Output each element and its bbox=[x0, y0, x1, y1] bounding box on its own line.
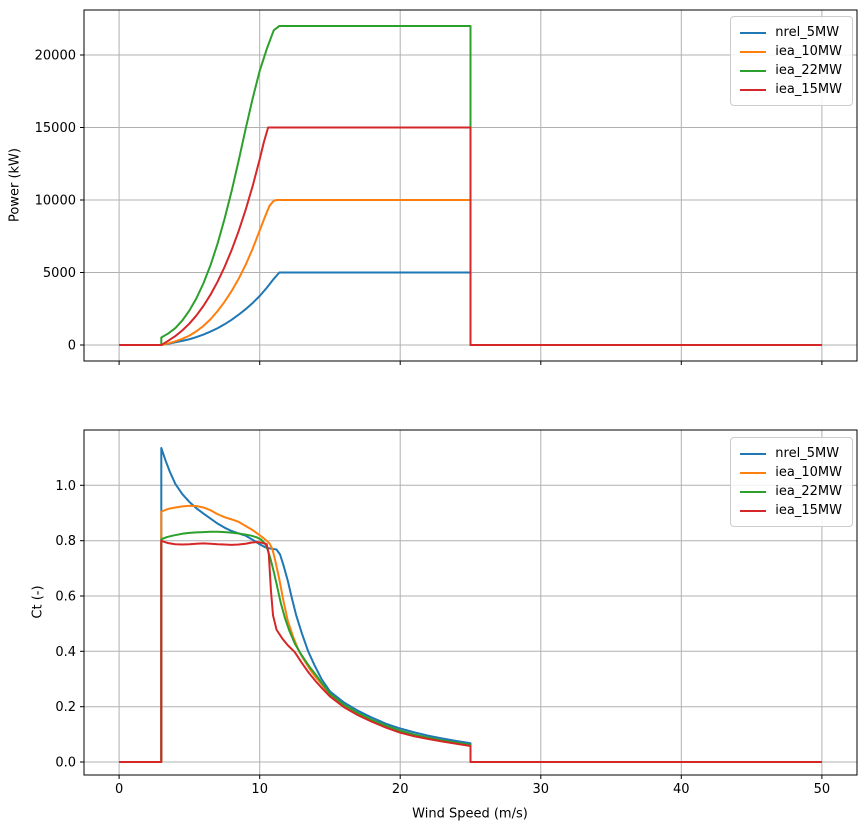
y-tick-label: 0.8 bbox=[55, 534, 76, 549]
x-tick-label: 40 bbox=[673, 782, 690, 797]
legend-entry-iea_10MW: iea_10MW bbox=[740, 463, 842, 482]
y-tick-label: 0.2 bbox=[55, 700, 76, 715]
series-line-iea_22MW bbox=[119, 24, 822, 347]
ct-y-axis-label: Ct (-) bbox=[30, 585, 46, 619]
x-tick-label: 30 bbox=[533, 782, 550, 797]
y-tick-label: 0.0 bbox=[55, 756, 76, 771]
wind-speed-x-axis-label: Wind Speed (m/s) bbox=[412, 806, 528, 822]
legend-line-swatch bbox=[740, 31, 767, 34]
legend-label: iea_22MW bbox=[775, 484, 842, 499]
power-y-axis-label: Power (kW) bbox=[7, 148, 23, 222]
series-line-iea_15MW bbox=[119, 126, 822, 347]
y-tick-label: 5000 bbox=[43, 266, 76, 281]
y-tick-label: 1.0 bbox=[55, 479, 76, 494]
x-tick-label: 0 bbox=[115, 782, 123, 797]
y-tick-label: 20000 bbox=[35, 49, 76, 64]
y-tick-label: 0 bbox=[68, 339, 76, 354]
legend-entry-iea_15MW: iea_15MW bbox=[740, 80, 842, 99]
legend-line-swatch bbox=[740, 50, 767, 53]
legend-label: iea_22MW bbox=[775, 63, 842, 78]
ct-chart-legend: nrel_5MW iea_10MW iea_22MW iea_15MW bbox=[730, 437, 853, 527]
y-tick-label: 0.6 bbox=[55, 590, 76, 605]
series-line-iea_10MW bbox=[119, 199, 822, 347]
series-line-iea_22MW bbox=[119, 530, 822, 763]
y-tick-label: 10000 bbox=[35, 194, 76, 209]
legend-line-swatch bbox=[740, 509, 767, 512]
series-line-nrel_5MW bbox=[119, 446, 822, 763]
legend-entry-nrel_5MW: nrel_5MW bbox=[740, 444, 842, 463]
legend-line-swatch bbox=[740, 88, 767, 91]
x-tick-label: 10 bbox=[251, 782, 268, 797]
y-tick-label: 15000 bbox=[35, 121, 76, 136]
axis-ticks bbox=[80, 484, 823, 779]
x-tick-label: 20 bbox=[392, 782, 409, 797]
legend-entry-iea_15MW: iea_15MW bbox=[740, 501, 842, 520]
legend-label: iea_10MW bbox=[775, 465, 842, 480]
axis-ticks bbox=[80, 54, 823, 365]
axes-spine bbox=[83, 9, 858, 362]
series-line-iea_15MW bbox=[119, 539, 822, 763]
y-tick-label: 0.4 bbox=[55, 645, 76, 660]
legend-entry-nrel_5MW: nrel_5MW bbox=[740, 23, 842, 42]
legend-line-swatch bbox=[740, 471, 767, 474]
legend-line-swatch bbox=[740, 452, 767, 455]
ct-chart: 0.0 0.2 0.4 0.6 0.8 1.0 0 10 20 30 40 50 bbox=[55, 429, 858, 797]
legend-label: iea_15MW bbox=[775, 82, 842, 97]
legend-line-swatch bbox=[740, 490, 767, 493]
legend-entry-iea_10MW: iea_10MW bbox=[740, 42, 842, 61]
legend-label: iea_15MW bbox=[775, 503, 842, 518]
series-line-nrel_5MW bbox=[119, 271, 822, 347]
legend-entry-iea_22MW: iea_22MW bbox=[740, 61, 842, 80]
legend-line-swatch bbox=[740, 69, 767, 72]
x-tick-label: 50 bbox=[814, 782, 831, 797]
legend-label: nrel_5MW bbox=[775, 446, 840, 461]
legend-entry-iea_22MW: iea_22MW bbox=[740, 482, 842, 501]
axes-spine bbox=[83, 429, 858, 776]
legend-label: nrel_5MW bbox=[775, 25, 840, 40]
legend-label: iea_10MW bbox=[775, 44, 842, 59]
power-chart-legend: nrel_5MW iea_10MW iea_22MW iea_15MW bbox=[730, 16, 853, 106]
